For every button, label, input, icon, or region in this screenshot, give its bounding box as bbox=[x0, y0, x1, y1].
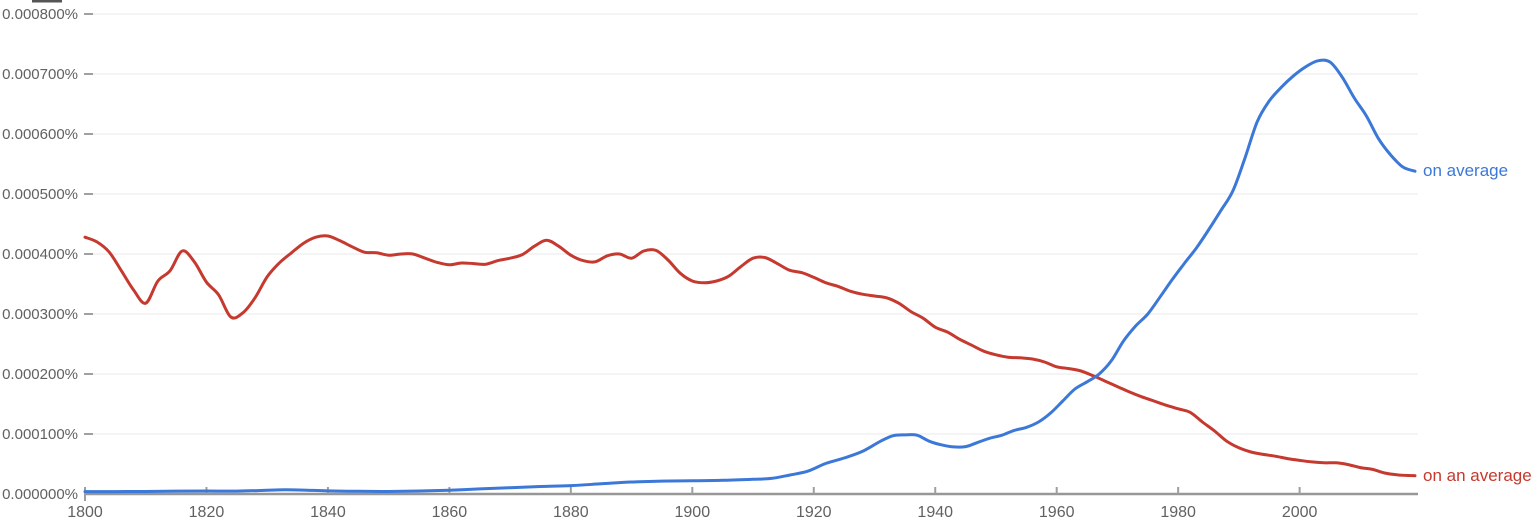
x-axis-label: 1980 bbox=[1160, 504, 1196, 521]
y-axis-label: 0.000000% bbox=[2, 486, 78, 503]
x-axis-label: 1800 bbox=[67, 504, 103, 521]
y-axis-label: 0.000600% bbox=[2, 126, 78, 143]
y-axis-label: 0.000300% bbox=[2, 306, 78, 323]
cropped-ui-fragment bbox=[32, 0, 62, 3]
x-axis-label: 1820 bbox=[189, 504, 225, 521]
series-label-on-an-average[interactable]: on an average bbox=[1423, 465, 1532, 485]
series-line-on-an-average[interactable] bbox=[83, 234, 1417, 478]
y-axis-label: 0.000500% bbox=[2, 186, 78, 203]
y-axis-label: 0.000200% bbox=[2, 366, 78, 383]
x-axis-label: 1860 bbox=[432, 504, 468, 521]
series-line-on-average[interactable] bbox=[83, 58, 1417, 494]
x-axis-label: 1920 bbox=[796, 504, 832, 521]
x-axis-label: 2000 bbox=[1282, 504, 1318, 521]
x-axis-label: 1960 bbox=[1039, 504, 1075, 521]
y-axis-label: 0.000700% bbox=[2, 66, 78, 83]
series-label-on-average[interactable]: on average bbox=[1423, 161, 1509, 181]
x-axis-label: 1940 bbox=[917, 504, 953, 521]
x-axis-label: 1900 bbox=[675, 504, 711, 521]
x-axis-label: 1880 bbox=[553, 504, 589, 521]
y-axis-label: 0.000800% bbox=[2, 6, 78, 23]
x-axis-label: 1840 bbox=[310, 504, 346, 521]
y-axis-label: 0.000100% bbox=[2, 426, 78, 443]
y-axis-label: 0.000400% bbox=[2, 246, 78, 263]
